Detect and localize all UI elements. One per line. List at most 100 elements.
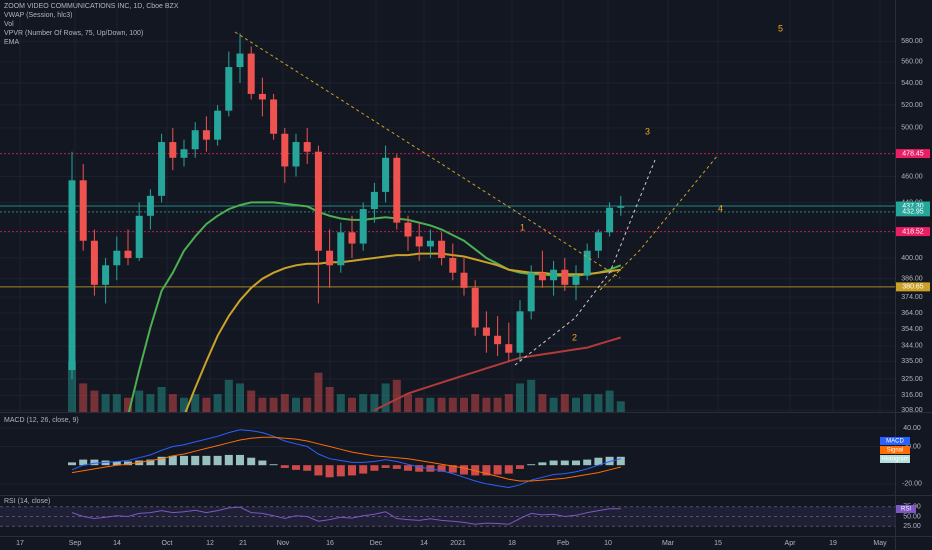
histogram-bar	[180, 455, 188, 466]
volume-bar	[280, 394, 289, 412]
candle-body	[404, 222, 412, 237]
candle-body	[359, 209, 367, 244]
y-tick-label: 20.00	[903, 443, 921, 450]
candle-body	[449, 257, 457, 273]
candle-body	[594, 232, 602, 251]
histogram-bar	[538, 462, 547, 466]
candle-body	[68, 180, 76, 371]
volume-bar	[616, 401, 625, 412]
candle-body	[258, 93, 266, 100]
volume-bar	[112, 394, 121, 412]
volume-bar	[101, 394, 110, 412]
volume-bar	[392, 379, 401, 412]
candle-body	[516, 311, 524, 353]
legend-label: MACD	[886, 439, 904, 445]
volume-bar	[605, 390, 614, 412]
candle-body	[214, 110, 222, 140]
wave-label: 5	[778, 23, 783, 33]
x-tick-label: May	[873, 540, 887, 547]
candle-body	[572, 275, 580, 285]
histogram-bar	[336, 465, 345, 477]
volume-bar	[79, 383, 88, 412]
volume-bar	[68, 362, 76, 412]
candle-body	[460, 272, 468, 288]
macd-pane	[0, 427, 895, 489]
histogram-bar	[616, 456, 625, 466]
candle-body	[303, 142, 311, 152]
candle-body	[292, 142, 300, 167]
volume-bar	[516, 383, 524, 412]
candle-body	[538, 272, 546, 281]
x-tick-label: Sep	[69, 540, 82, 547]
histogram-bar	[269, 464, 278, 466]
y-tick-label: 374.00	[901, 294, 923, 301]
volume-bar	[572, 397, 580, 412]
volume-bar	[124, 397, 132, 412]
histogram-bar	[437, 465, 446, 472]
histogram-bar	[460, 465, 468, 475]
candle-body	[617, 206, 625, 208]
histogram-bar	[168, 455, 177, 466]
histogram-bar	[191, 455, 200, 466]
volume-bar	[381, 383, 390, 412]
x-tick-label: 12	[206, 540, 214, 547]
rsi-pane	[0, 506, 895, 527]
legend-badge	[880, 455, 910, 463]
x-tick-label: 21	[239, 540, 247, 547]
volume-bar	[213, 394, 222, 412]
histogram-bar	[370, 465, 379, 471]
histogram-bar	[572, 460, 580, 466]
histogram-bar	[348, 465, 356, 476]
macd-title: MACD (12, 26, close, 9)	[4, 417, 79, 424]
projection	[599, 154, 719, 291]
histogram-bar	[280, 465, 289, 468]
candle-body	[247, 53, 255, 94]
x-tick-label: Apr	[785, 540, 797, 547]
volume-bar	[292, 397, 300, 412]
y-tick-label: 50.00	[903, 513, 921, 520]
volume-bar	[314, 372, 323, 412]
y-tick-label: 344.00	[901, 343, 923, 350]
histogram-bar	[68, 462, 76, 466]
candle-body	[471, 287, 479, 328]
volume-bar	[269, 397, 278, 412]
legend-label: Histogram	[881, 457, 908, 463]
candle-body	[348, 232, 356, 244]
candle-body	[505, 344, 513, 353]
volume-bar	[90, 390, 99, 412]
volume-bar	[549, 397, 558, 412]
x-tick-label: Mar	[662, 540, 675, 547]
volume-bar	[157, 387, 166, 412]
x-tick-label: 17	[16, 540, 24, 547]
indicator-label: VPVR (Number Of Rows, 75, Up/Down, 100)	[4, 30, 143, 37]
y-tick-label: 386.00	[901, 276, 923, 283]
histogram-bar	[359, 465, 368, 474]
candle-body	[561, 269, 569, 285]
candle-body	[370, 191, 378, 210]
candle-body	[270, 99, 278, 134]
candle-body	[482, 327, 490, 336]
candle-body	[583, 250, 591, 276]
histogram-bar	[258, 460, 267, 466]
candle-body	[281, 133, 289, 167]
price-badge	[896, 207, 930, 217]
y-tick-label: 500.00	[901, 125, 923, 132]
candle-body	[236, 53, 244, 68]
histogram-bar	[381, 465, 390, 468]
histogram-bar	[202, 455, 211, 466]
candle-body	[527, 272, 535, 312]
y-tick-label: 25.00	[903, 523, 921, 530]
histogram-bar	[157, 456, 166, 466]
trendline	[234, 31, 621, 279]
volume-bar	[236, 383, 244, 412]
wave-label: 3	[645, 126, 650, 136]
volume-bar	[135, 390, 144, 412]
histogram-bar	[583, 459, 592, 466]
candle-body	[113, 250, 121, 266]
candle-body	[337, 232, 345, 266]
x-tick-label: 10	[604, 540, 612, 547]
histogram-bar	[504, 465, 513, 474]
candle-body	[225, 67, 233, 111]
volume-bar	[426, 397, 435, 412]
price-badge-label: 432.95	[902, 209, 924, 216]
